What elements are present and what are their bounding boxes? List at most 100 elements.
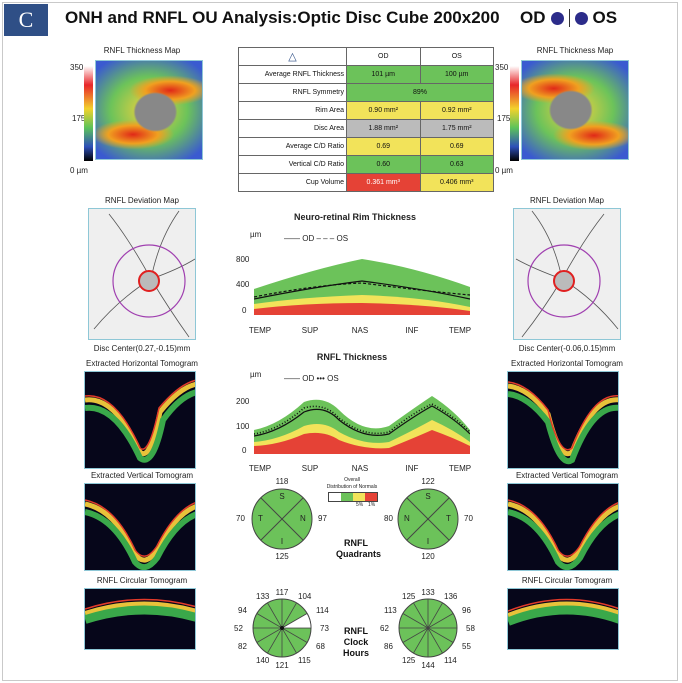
warning-icon: △ (288, 51, 297, 63)
os-label: OS (592, 8, 618, 27)
od-deviation-map[interactable] (88, 208, 196, 340)
rim-ytick-400: 400 (236, 280, 250, 289)
clock-hours-title: RNFL Clock Hours (342, 626, 369, 658)
rnfl-legend-os: OS (327, 374, 339, 383)
od-clock-5: 115 (298, 656, 311, 665)
od-label: OD (520, 8, 546, 27)
os-clock-3: 58 (466, 624, 475, 633)
od-horizontal-title: Extracted Horizontal Tomogram (86, 359, 198, 368)
os-disc-center: Disc Center(-0.06,0.15)mm (518, 344, 616, 353)
rnfl-od-line (254, 405, 470, 437)
os-horizontal-tomogram[interactable] (507, 371, 619, 469)
rnfl-plot (254, 396, 470, 454)
os-horizontal-title: Extracted Horizontal Tomogram (511, 359, 623, 368)
divider (568, 9, 570, 27)
od-scale-top: 350 (70, 63, 84, 72)
od-clock-10: 94 (238, 606, 247, 615)
rnfl-os-line (254, 403, 470, 435)
os-clock-1: 136 (444, 592, 458, 601)
od-clock-3: 73 (320, 624, 329, 633)
table-row: Average RNFL Thickness 101 µm 100 µm (238, 65, 494, 84)
rim-xtick-2: NAS (351, 326, 369, 335)
report-title: ONH and RNFL OU Analysis:Optic Disc Cube… (65, 8, 500, 27)
od-clock-11: 133 (256, 592, 270, 601)
os-clock-4: 55 (462, 642, 471, 651)
od-clock-2: 114 (316, 606, 329, 615)
od-horizontal-tomogram[interactable] (84, 371, 196, 469)
rnfl-xtick-1: SUP (301, 464, 319, 473)
od-clock-6: 121 (275, 661, 289, 670)
os-deviation-map[interactable] (513, 208, 621, 340)
rim-ytick-800: 800 (236, 255, 250, 264)
od-q-letter-n: N (300, 514, 306, 523)
rim-xtick-4: TEMP (448, 326, 472, 335)
rnfl-legend-od: OD (302, 374, 315, 383)
os-deviation-title: RNFL Deviation Map (530, 196, 604, 205)
rnfl-ytick-0: 0 (242, 446, 247, 455)
table-row: Disc Area 1.88 mm² 1.75 mm² (238, 119, 494, 138)
os-q-right: 70 (464, 514, 473, 523)
os-q-letter-t: T (446, 514, 451, 523)
rim-legend-os: OS (336, 234, 349, 243)
dist-legend-title1: Distribution of Normals (326, 484, 378, 490)
os-q-top: 122 (421, 477, 435, 486)
rim-outside-band (254, 303, 470, 315)
os-clock-2: 96 (462, 606, 471, 615)
rnfl-legend: —— OD ••• OS (284, 374, 339, 383)
rnfl-xtick-2: NAS (351, 464, 369, 473)
os-clock-6: 144 (421, 661, 435, 670)
os-vertical-tomogram[interactable] (507, 483, 619, 571)
table-row: Cup Volume 0.361 mm³ 0.406 mm³ (238, 173, 494, 192)
od-circular-tomogram[interactable] (84, 588, 196, 650)
od-disc-center: Disc Center(0.27,-0.15)mm (93, 344, 191, 353)
os-q-bottom: 120 (421, 552, 435, 561)
od-q-bottom: 125 (275, 552, 289, 561)
os-color-scale (510, 66, 519, 161)
od-scale-mid: 175 (72, 114, 86, 123)
os-scale-bottom: 0 µm (495, 166, 513, 175)
od-thickness-map-title: RNFL Thickness Map (103, 46, 181, 55)
os-clock-11: 125 (402, 592, 416, 601)
rim-os-line (254, 282, 470, 298)
rim-od-line (254, 280, 470, 300)
od-clock-7: 140 (256, 656, 270, 665)
od-thickness-map[interactable] (95, 60, 203, 160)
rim-xtick-0: TEMP (248, 326, 272, 335)
rim-chart: µm —— OD – – – OS 800 400 0 TEMP SUP NAS… (232, 224, 476, 340)
os-clock-5: 114 (444, 656, 457, 665)
rim-chart-title: Neuro-retinal Rim Thickness (293, 212, 417, 222)
os-circular-title: RNFL Circular Tomogram (521, 576, 613, 585)
os-clock-7: 125 (402, 656, 416, 665)
rnfl-unit: µm (250, 370, 262, 379)
dist-pct-1: 1% (368, 502, 376, 508)
os-circular-tomogram[interactable] (507, 588, 619, 650)
od-q-right: 97 (318, 514, 327, 523)
od-color-scale (84, 66, 93, 161)
os-q-letter-s: S (425, 492, 431, 501)
table-row: Average C/D Ratio 0.69 0.69 (238, 137, 494, 156)
dist-legend-title2: Overall (344, 477, 360, 483)
od-quadrant-chart (251, 488, 313, 550)
rim-xtick-3: INF (405, 326, 419, 335)
dist-legend-swatches (328, 492, 378, 502)
od-q-left: 70 (236, 514, 245, 523)
panel-letter: C (4, 4, 48, 36)
od-clock-1: 104 (298, 592, 312, 601)
table-row: Rim Area 0.90 mm² 0.92 mm² (238, 101, 494, 120)
od-q-letter-s: S (279, 492, 285, 501)
os-quadrant-chart (397, 488, 459, 550)
os-q-left: 80 (384, 514, 393, 523)
rnfl-xtick-0: TEMP (248, 464, 272, 473)
os-q-letter-i: I (426, 537, 430, 546)
rnfl-chart-title: RNFL Thickness (316, 352, 388, 362)
rnfl-ytick-100: 100 (236, 422, 250, 431)
os-thickness-map[interactable] (521, 60, 629, 160)
rim-ytick-0: 0 (242, 306, 247, 315)
od-vertical-tomogram[interactable] (84, 483, 196, 571)
rnfl-xtick-4: TEMP (448, 464, 472, 473)
od-vertical-title: Extracted Vertical Tomogram (90, 471, 194, 480)
table-row: RNFL Symmetry 89% (238, 83, 494, 102)
col-od: OD (346, 47, 421, 66)
os-scale-mid: 175 (497, 114, 511, 123)
od-clock-chart (252, 598, 312, 658)
